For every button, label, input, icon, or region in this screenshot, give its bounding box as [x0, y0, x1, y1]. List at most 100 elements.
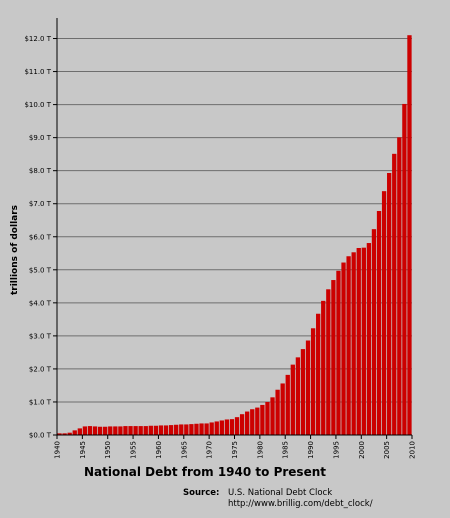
y-tick-label: $3.0 T — [29, 332, 52, 340]
bar — [118, 426, 123, 435]
bar — [239, 414, 245, 435]
bar — [387, 172, 392, 435]
bar — [158, 425, 164, 435]
bar — [402, 103, 407, 435]
x-tick-label: 1955 — [130, 441, 138, 459]
bar — [331, 280, 336, 435]
bar — [316, 313, 321, 435]
source-label: Source: — [183, 488, 219, 498]
bar — [270, 397, 275, 435]
bar — [138, 426, 143, 435]
y-tick-label: $5.0 T — [29, 266, 52, 274]
x-tick-label: 1940 — [54, 441, 62, 459]
x-tick-label: 1960 — [155, 441, 163, 459]
bar — [290, 364, 295, 435]
y-axis-label: trillions of dollars — [10, 205, 20, 295]
bar — [219, 420, 224, 435]
bar — [351, 252, 356, 435]
bar — [148, 425, 153, 435]
bar — [87, 426, 93, 435]
y-tick-label: $4.0 T — [29, 299, 52, 307]
x-tick-label: 1965 — [180, 441, 188, 459]
bar — [229, 419, 235, 435]
bar — [143, 426, 148, 435]
bar — [153, 425, 159, 435]
bar — [371, 229, 377, 435]
x-tick-label: 1980 — [256, 441, 264, 459]
bar — [295, 357, 301, 435]
x-tick-label: 1995 — [332, 441, 340, 459]
bar — [407, 35, 412, 435]
bar — [285, 374, 290, 435]
bar — [275, 389, 280, 435]
bar — [57, 433, 62, 435]
bar — [168, 425, 174, 435]
x-tick-label: 2005 — [383, 441, 391, 459]
bar — [204, 423, 209, 435]
bar — [305, 340, 311, 435]
bar — [265, 401, 270, 435]
y-tick-label: $6.0 T — [29, 233, 52, 241]
y-tick-label: $1.0 T — [29, 398, 52, 406]
bar — [163, 425, 169, 435]
y-tick-label: $12.0 T — [24, 35, 51, 43]
bar — [214, 421, 219, 435]
bar — [260, 404, 265, 435]
bar — [199, 423, 204, 435]
bar — [366, 243, 372, 435]
bar — [184, 424, 189, 435]
bar — [376, 210, 382, 435]
bars — [57, 35, 412, 436]
bar — [336, 270, 341, 435]
x-tick-label: 1975 — [231, 441, 239, 459]
x-tick-label: 2000 — [358, 441, 366, 459]
y-tick-label: $8.0 T — [29, 167, 52, 175]
bar — [255, 407, 260, 435]
x-tick-label: 1985 — [282, 441, 290, 459]
y-tick-label: $11.0 T — [24, 68, 51, 76]
bar — [234, 417, 240, 435]
bar — [250, 409, 255, 435]
bar — [280, 383, 285, 435]
bar — [224, 419, 230, 435]
bar — [341, 262, 346, 435]
bar — [97, 426, 103, 435]
bar — [310, 328, 316, 435]
bar — [321, 300, 326, 435]
bar — [397, 137, 402, 435]
bar — [346, 256, 351, 435]
y-tick-label: $7.0 T — [29, 200, 52, 208]
bar — [174, 424, 179, 435]
bar — [82, 426, 88, 435]
bar — [67, 432, 72, 435]
x-tick-label: 2010 — [409, 441, 417, 459]
x-tick-label: 1970 — [206, 441, 214, 459]
y-tick-label: $10.0 T — [24, 101, 51, 109]
bar — [103, 426, 108, 435]
bar — [300, 349, 306, 435]
bar — [209, 422, 214, 435]
bar — [113, 426, 118, 435]
y-tick-label: $9.0 T — [29, 134, 52, 142]
y-tick-label: $2.0 T — [29, 365, 52, 373]
gridlines — [57, 38, 412, 403]
bar — [62, 433, 67, 435]
bar — [326, 289, 331, 435]
bar — [77, 428, 82, 435]
y-tick-label: $0.0 T — [29, 432, 52, 440]
x-ticks: 1940 1945 1950 1955 1960 1965 1970 1975 1980 1985… — [54, 435, 417, 459]
bar — [189, 424, 194, 435]
x-tick-label: 1945 — [79, 441, 87, 459]
x-tick-label: 1990 — [307, 441, 315, 459]
bar — [245, 411, 250, 435]
source-url: http://www.brillig.com/debt_clock/ — [228, 499, 373, 509]
bar — [108, 426, 113, 435]
bar — [123, 426, 128, 435]
bar — [133, 426, 138, 435]
source-name: U.S. National Debt Clock — [228, 488, 332, 498]
bar — [179, 424, 184, 435]
chart-title: National Debt from 1940 to Present — [84, 465, 326, 479]
bar — [392, 153, 397, 436]
